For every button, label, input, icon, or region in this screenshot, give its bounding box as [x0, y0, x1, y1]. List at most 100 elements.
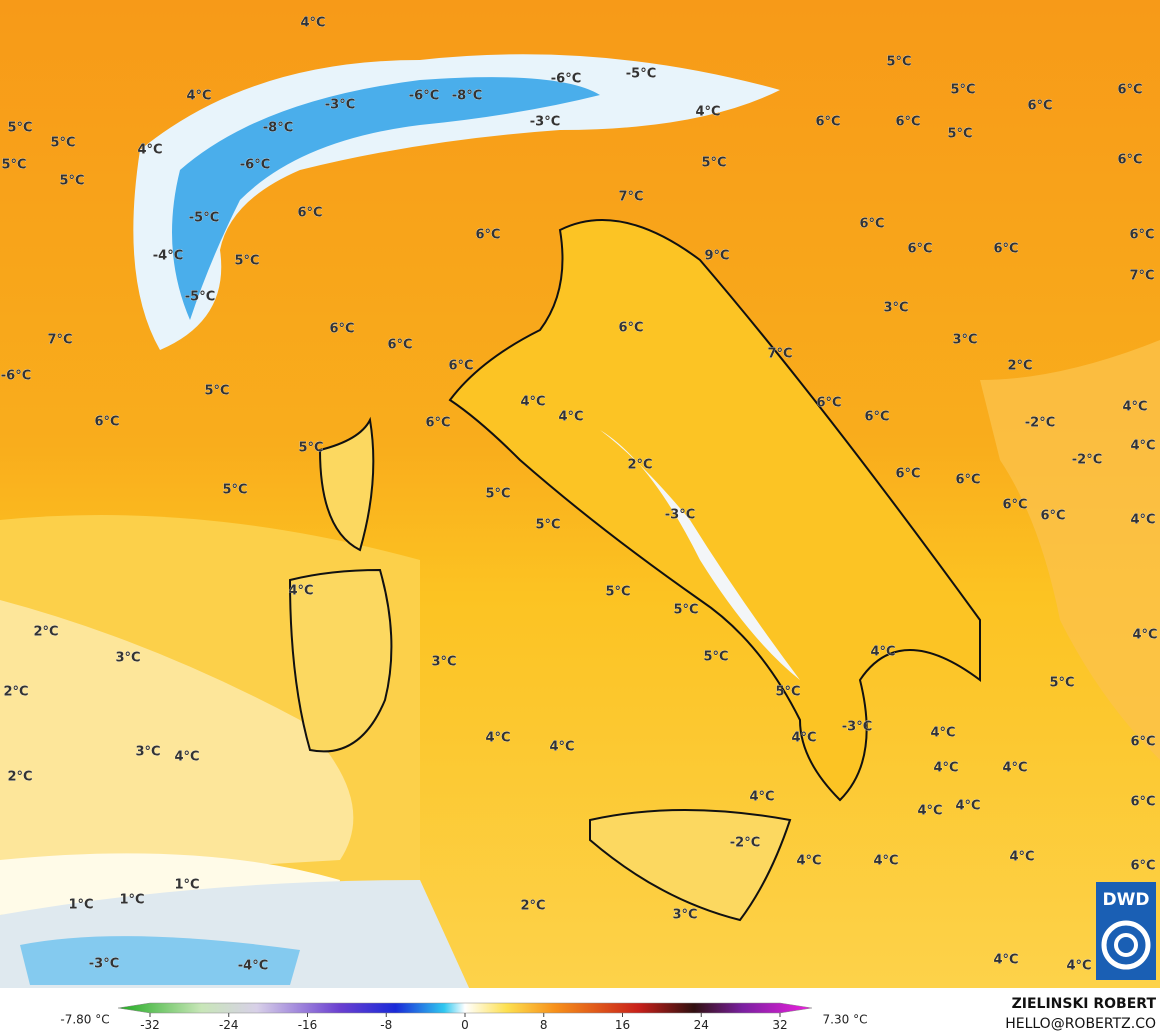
temperature-label: 6°C	[387, 338, 412, 353]
temperature-label: 6°C	[1002, 498, 1027, 513]
temperature-label: 6°C	[864, 410, 889, 425]
temperature-label: 6°C	[816, 396, 841, 411]
temperature-label: -3°C	[325, 98, 355, 113]
temperature-label: -6°C	[1, 369, 31, 384]
temperature-label: 1°C	[174, 878, 199, 893]
colorbar-min: -7.80 °C	[60, 1013, 109, 1027]
temperature-label: 6°C	[993, 242, 1018, 257]
temperature-label: 3°C	[431, 655, 456, 670]
logo-swirl	[1101, 920, 1151, 970]
temperature-label: 2°C	[1007, 359, 1032, 374]
temperature-label: 7°C	[618, 190, 643, 205]
temperature-label: 6°C	[329, 322, 354, 337]
temperature-label: 4°C	[549, 740, 574, 755]
temperature-label: 7°C	[47, 333, 72, 348]
temperature-label: 5°C	[59, 174, 84, 189]
temperature-label: 4°C	[796, 854, 821, 869]
temperature-label: 4°C	[186, 89, 211, 104]
temperature-label: 4°C	[955, 799, 980, 814]
temperature-label: 4°C	[1066, 959, 1091, 974]
corsica	[318, 416, 375, 552]
colorbar-tick-label: 32	[772, 1018, 787, 1032]
temperature-label: 3°C	[952, 333, 977, 348]
temperature-label: 4°C	[791, 731, 816, 746]
temperature-label: 5°C	[50, 136, 75, 151]
temperature-label: 4°C	[174, 750, 199, 765]
temperature-label: 1°C	[68, 898, 93, 913]
temperature-label: 4°C	[870, 645, 895, 660]
temperature-label: -6°C	[551, 72, 581, 87]
temperature-label: 5°C	[222, 483, 247, 498]
temperature-label: 4°C	[558, 410, 583, 425]
colorbar-tick-label: -24	[219, 1018, 239, 1032]
colorbar-tick-label: 0	[461, 1018, 469, 1032]
logo-swirl-inner	[1114, 933, 1138, 957]
temperature-label: 5°C	[673, 603, 698, 618]
temperature-label: -6°C	[240, 158, 270, 173]
temperature-label: 2°C	[3, 685, 28, 700]
colorbar-tick-label: 8	[540, 1018, 548, 1032]
apennines	[600, 430, 800, 680]
colorbar-tick-label: -8	[380, 1018, 392, 1032]
temperature-label: 3°C	[883, 301, 908, 316]
temperature-label: 6°C	[1130, 859, 1155, 874]
cool-sea	[0, 600, 354, 880]
temperature-label: -3°C	[842, 720, 872, 735]
colorbar-max: 7.30 °C	[823, 1013, 868, 1027]
temperature-label: 5°C	[535, 518, 560, 533]
colorbar-tick-label: -16	[298, 1018, 318, 1032]
temperature-label: 5°C	[886, 55, 911, 70]
temperature-label: 3°C	[135, 745, 160, 760]
temperature-label: -2°C	[1072, 453, 1102, 468]
temperature-label: 5°C	[1, 158, 26, 173]
temperature-label: -2°C	[730, 836, 760, 851]
temperature-label: 3°C	[115, 651, 140, 666]
temperature-label: 6°C	[448, 359, 473, 374]
sicily	[589, 809, 792, 922]
sardinia	[288, 568, 393, 753]
temperature-label: 4°C	[917, 804, 942, 819]
logo-text: DWD	[1103, 890, 1150, 910]
temperature-label: 6°C	[94, 415, 119, 430]
temperature-label: 2°C	[33, 625, 58, 640]
temperature-label: 6°C	[1040, 509, 1065, 524]
temperature-label: 4°C	[1002, 761, 1027, 776]
temperature-label: 6°C	[1117, 153, 1142, 168]
temperature-label: 4°C	[1130, 513, 1155, 528]
temperature-label: 5°C	[1049, 676, 1074, 691]
temperature-label: 6°C	[1129, 228, 1154, 243]
temperature-label: 4°C	[1122, 400, 1147, 415]
temperature-label: -5°C	[626, 67, 656, 82]
temperature-label: -3°C	[89, 957, 119, 972]
temperature-label: 5°C	[204, 384, 229, 399]
temperature-label: 6°C	[425, 416, 450, 431]
temperature-label: -4°C	[153, 249, 183, 264]
temperature-label: -3°C	[665, 508, 695, 523]
balkans	[980, 340, 1160, 760]
temperature-label: 1°C	[119, 893, 144, 908]
temperature-label: 5°C	[234, 254, 259, 269]
temperature-label: 4°C	[695, 105, 720, 120]
temperature-label: 7°C	[1129, 269, 1154, 284]
temperature-label: 5°C	[701, 156, 726, 171]
temperature-label: 5°C	[703, 650, 728, 665]
temperature-label: 5°C	[947, 127, 972, 142]
temperature-label: 7°C	[767, 347, 792, 362]
temperature-label: 6°C	[859, 217, 884, 232]
italy	[448, 219, 981, 802]
temperature-label: 6°C	[895, 467, 920, 482]
temperature-label: 4°C	[137, 143, 162, 158]
temperature-label: 6°C	[907, 242, 932, 257]
temperature-label: 5°C	[485, 487, 510, 502]
temperature-label: 2°C	[7, 770, 32, 785]
temperature-label: 5°C	[298, 441, 323, 456]
temperature-label: 4°C	[930, 726, 955, 741]
temperature-label: 6°C	[1027, 99, 1052, 114]
temperature-label: -8°C	[263, 121, 293, 136]
temperature-label: 2°C	[627, 458, 652, 473]
africa-cold	[20, 936, 300, 985]
temperature-label: 4°C	[749, 790, 774, 805]
temperature-label: 4°C	[288, 584, 313, 599]
temperature-label: 4°C	[485, 731, 510, 746]
colorbar-tick-label: 24	[694, 1018, 709, 1032]
